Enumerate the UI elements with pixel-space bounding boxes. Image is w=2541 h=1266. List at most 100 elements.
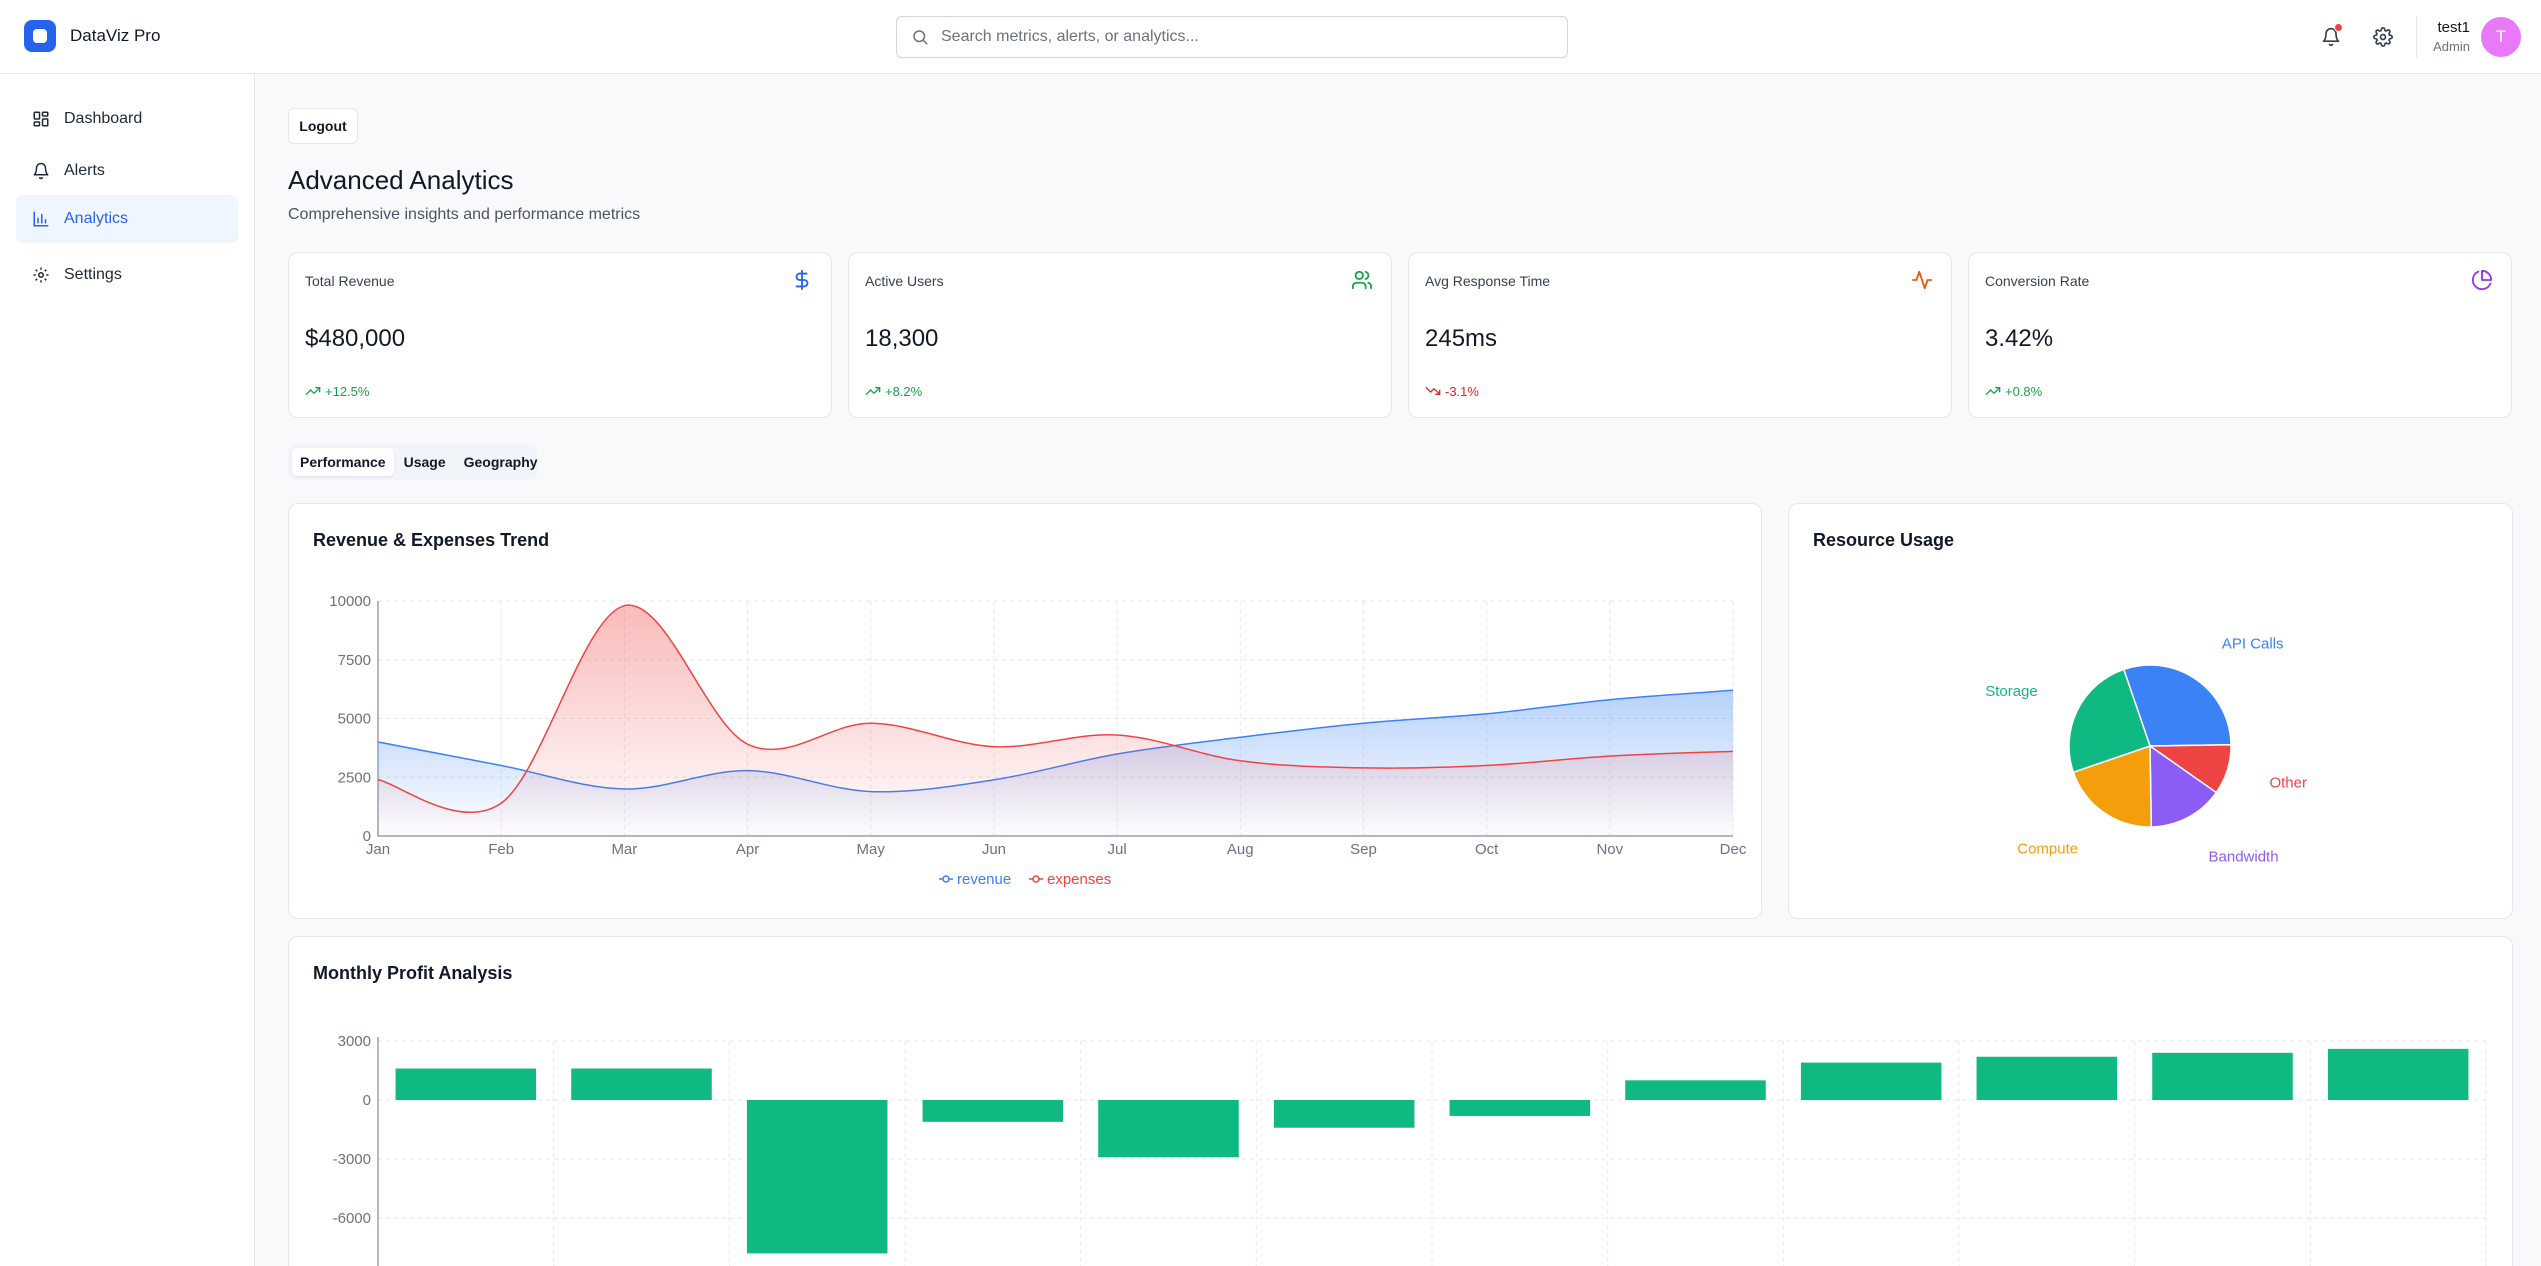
user-name: test1 bbox=[2437, 19, 2470, 36]
sidebar-item-label: Analytics bbox=[64, 210, 129, 227]
search-input[interactable] bbox=[941, 28, 1541, 46]
sidebar-item-analytics[interactable]: Analytics bbox=[16, 195, 238, 243]
search-box[interactable] bbox=[896, 16, 1568, 58]
dashboard-icon bbox=[33, 111, 49, 127]
bar-jun bbox=[1273, 1100, 1415, 1128]
stat-card-active-users: Active Users 18,300 +8.2% bbox=[848, 252, 1392, 418]
x-tick-label: Nov bbox=[1596, 841, 1623, 858]
pie-label: Bandwidth bbox=[2209, 848, 2279, 865]
bar-apr bbox=[922, 1100, 1064, 1122]
bar-dec bbox=[2327, 1048, 2469, 1100]
tab-performance[interactable]: Performance bbox=[292, 448, 394, 476]
y-tick-label: 0 bbox=[363, 828, 371, 845]
bar-may bbox=[1098, 1100, 1239, 1158]
sidebar-item-label: Settings bbox=[64, 266, 122, 283]
stat-value: 3.42% bbox=[1985, 325, 2054, 352]
header-divider bbox=[2416, 16, 2417, 58]
notifications-button[interactable] bbox=[2316, 22, 2346, 52]
legend-label: revenue bbox=[957, 871, 1011, 888]
bar-aug bbox=[1625, 1080, 1766, 1100]
expenses-area bbox=[378, 605, 1733, 836]
y-tick-label: -6000 bbox=[333, 1210, 371, 1227]
pie-icon bbox=[2471, 269, 2493, 291]
page-title: Advanced Analytics bbox=[288, 165, 514, 195]
legend-marker bbox=[1032, 875, 1040, 883]
stat-card-total-revenue: Total Revenue $480,000 +12.5% bbox=[288, 252, 832, 418]
bell-icon bbox=[33, 162, 49, 180]
search-icon bbox=[913, 30, 928, 45]
gear-icon bbox=[2373, 27, 2393, 47]
bar-mar bbox=[746, 1100, 888, 1254]
pie-label: API Calls bbox=[2222, 636, 2284, 653]
sidebar-item-alerts[interactable]: Alerts bbox=[16, 147, 238, 195]
stat-label: Avg Response Time bbox=[1425, 273, 1551, 289]
logout-button[interactable]: Logout bbox=[288, 108, 358, 144]
revenue-expenses-card: Revenue & Expenses Trend 0 2500 5000 7500 10… bbox=[288, 503, 1762, 919]
y-tick-label: 0 bbox=[363, 1092, 371, 1109]
trending-down-icon bbox=[1425, 387, 1441, 395]
app-name: DataViz Pro bbox=[70, 26, 161, 45]
resource-usage-chart: API Calls Other Bandwidth Compute Storage bbox=[1985, 636, 2307, 866]
bar-nov bbox=[2152, 1052, 2293, 1100]
stat-value: $480,000 bbox=[305, 325, 406, 352]
activity-icon bbox=[1911, 270, 1933, 290]
notification-badge bbox=[2334, 23, 2343, 32]
brand[interactable]: DataViz Pro bbox=[24, 20, 160, 52]
stat-change: +12.5% bbox=[305, 383, 369, 399]
stat-change-value: +8.2% bbox=[885, 383, 923, 399]
y-tick-label: 7500 bbox=[338, 652, 371, 669]
y-tick-label: 2500 bbox=[338, 769, 371, 786]
pie-slice-storage bbox=[2068, 668, 2151, 774]
stat-change-value: +0.8% bbox=[2005, 383, 2043, 399]
sidebar: Dashboard Alerts Analytics Settings bbox=[0, 74, 255, 1266]
bell-icon bbox=[2322, 27, 2340, 47]
tab-geography[interactable]: Geography bbox=[463, 454, 538, 470]
trending-up-icon bbox=[865, 387, 881, 395]
stat-change: +8.2% bbox=[865, 383, 922, 399]
x-tick-label: Apr bbox=[736, 841, 759, 858]
revenue-expenses-chart: 0 2500 5000 7500 10000 Jan Feb Mar Apr May Jun Jul A… bbox=[329, 593, 1747, 888]
x-tick-label: Feb bbox=[488, 841, 514, 858]
x-tick-label: Aug bbox=[1227, 841, 1254, 858]
stat-label: Active Users bbox=[865, 273, 944, 289]
stat-label: Conversion Rate bbox=[1985, 273, 2090, 289]
stat-change: -3.1% bbox=[1425, 383, 1479, 399]
pie-label: Compute bbox=[2017, 840, 2078, 857]
x-tick-label: Oct bbox=[1475, 841, 1499, 858]
sidebar-item-settings[interactable]: Settings bbox=[16, 251, 238, 299]
analytics-tabs: Performance Usage Geography bbox=[288, 444, 538, 480]
pie-label: Storage bbox=[1985, 683, 2038, 700]
legend-item-revenue: revenue bbox=[939, 871, 1011, 888]
sidebar-item-label: Dashboard bbox=[64, 110, 143, 127]
stat-card-avg-response-time: Avg Response Time 245ms -3.1% bbox=[1408, 252, 1952, 418]
sidebar-item-dashboard[interactable]: Dashboard bbox=[16, 95, 238, 143]
bar-jan bbox=[395, 1068, 537, 1100]
trending-up-icon bbox=[1985, 387, 2001, 395]
chart-title: Monthly Profit Analysis bbox=[313, 963, 513, 983]
app-logo-icon bbox=[24, 20, 56, 52]
bar-chart-icon bbox=[33, 211, 49, 227]
gear-icon bbox=[33, 267, 49, 283]
stat-card-conversion-rate: Conversion Rate 3.42% +0.8% bbox=[1968, 252, 2512, 418]
stat-change-value: +12.5% bbox=[325, 383, 370, 399]
pie-slice-bandwidth bbox=[2149, 744, 2218, 828]
tab-usage[interactable]: Usage bbox=[403, 454, 446, 470]
y-tick-label: 5000 bbox=[338, 711, 371, 728]
y-tick-label: 3000 bbox=[338, 1033, 371, 1050]
x-tick-label: Jan bbox=[366, 841, 390, 858]
bar-jul bbox=[1449, 1100, 1591, 1116]
avatar[interactable]: T bbox=[2481, 17, 2521, 57]
resource-usage-card: Resource Usage API Calls Other Bandwidth Co… bbox=[1788, 503, 2513, 919]
sidebar-item-label: Alerts bbox=[64, 162, 105, 179]
x-tick-label: Mar bbox=[611, 841, 637, 858]
x-tick-label: Sep bbox=[1350, 841, 1377, 858]
settings-button[interactable] bbox=[2368, 22, 2398, 52]
top-header: DataViz Pro test1 Admin T bbox=[0, 0, 2541, 74]
x-tick-label: May bbox=[857, 841, 886, 858]
x-tick-label: Dec bbox=[1720, 841, 1747, 858]
dollar-icon bbox=[795, 269, 809, 291]
stat-label: Total Revenue bbox=[305, 273, 395, 289]
stat-value: 245ms bbox=[1425, 325, 1498, 352]
monthly-profit-card: Monthly Profit Analysis 30000-3000-6000-… bbox=[288, 936, 2513, 1266]
